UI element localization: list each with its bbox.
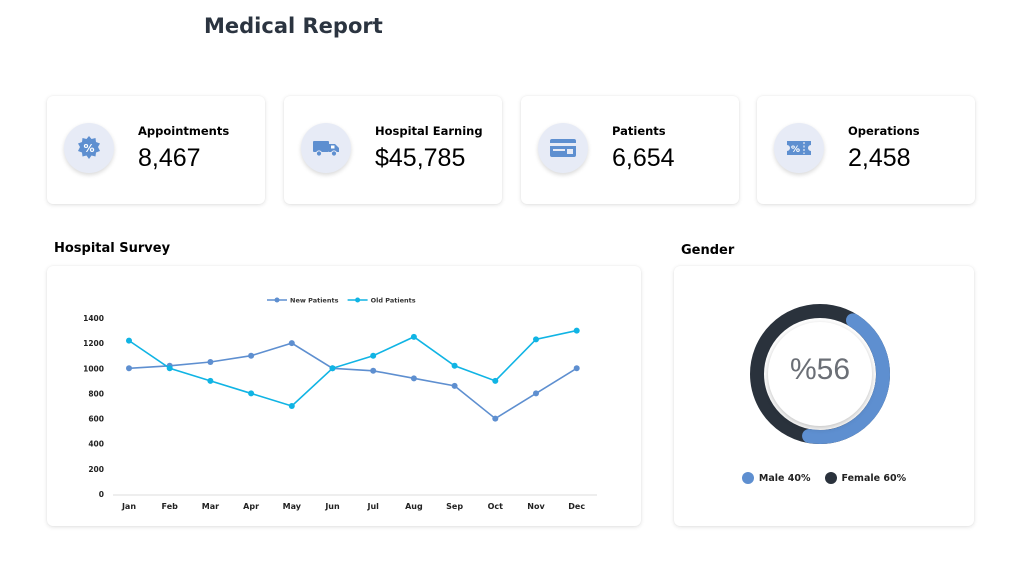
donut-inner [768, 322, 872, 426]
legend-male: Male 40% [741, 472, 811, 484]
credit-card-icon [538, 123, 588, 173]
svg-text:%: % [791, 145, 800, 155]
y-tick-label: 400 [88, 440, 104, 449]
x-tick-label: Aug [405, 502, 423, 511]
series-line [128, 342, 578, 420]
legend-swatch-dot [355, 297, 361, 303]
stat-label: Appointments [138, 124, 230, 138]
ticket-percent-icon: % [774, 123, 824, 173]
legend-label: Old Patients [371, 297, 416, 305]
x-tick-label: Dec [568, 502, 585, 511]
data-point [329, 365, 336, 372]
svg-text:%: % [83, 142, 94, 155]
data-point [451, 362, 458, 369]
gender-card: %56 Male 40% Female 60% [674, 266, 974, 526]
data-point [451, 382, 458, 389]
stat-card-appointments[interactable]: % Appointments 8,467 [47, 96, 265, 204]
legend-male-label: Male 40% [758, 472, 811, 484]
stat-card-operations[interactable]: % Operations 2,458 [757, 96, 975, 204]
stat-value: $45,785 [375, 144, 466, 172]
data-point [248, 390, 255, 397]
y-tick-label: 600 [88, 415, 104, 424]
stat-value: 2,458 [848, 144, 911, 172]
male-dot-icon [741, 472, 754, 484]
y-tick-label: 0 [99, 490, 104, 499]
y-tick-label: 1000 [83, 364, 104, 373]
x-tick-label: Sep [446, 502, 463, 511]
data-point [492, 377, 499, 384]
x-tick-label: Oct [488, 502, 504, 511]
data-point [207, 377, 214, 384]
stat-label: Patients [612, 124, 666, 138]
data-point [410, 333, 417, 340]
data-point [492, 415, 499, 422]
legend-female: Female 60% [824, 472, 907, 484]
y-tick-label: 800 [88, 389, 104, 398]
data-point [573, 365, 580, 372]
y-tick-label: 1200 [83, 339, 104, 348]
x-tick-label: Apr [243, 502, 259, 511]
gender-title: Gender [681, 243, 735, 258]
stat-value: 6,654 [612, 144, 675, 172]
hospital-survey-chart: 0 200 400 600 800 1000 1200 1400 Jan Feb Mar Apr May… [83, 297, 597, 511]
data-point [410, 375, 417, 382]
y-tick-label: 1400 [83, 314, 104, 323]
donut-center-text: %56 [789, 353, 851, 386]
data-point [533, 390, 539, 397]
x-tick-label: Feb [162, 502, 179, 511]
data-point [288, 340, 295, 347]
data-point [207, 359, 214, 365]
gender-legend: Male 40% Female 60% [674, 472, 974, 484]
data-point [533, 336, 539, 343]
female-dot-icon [824, 472, 837, 484]
data-point [126, 365, 132, 372]
x-tick-label: Nov [527, 502, 545, 511]
data-point [126, 337, 132, 344]
x-tick-label: Jul [366, 502, 379, 511]
truck-icon [301, 123, 351, 173]
stat-card-patients[interactable]: Patients 6,654 [521, 96, 739, 204]
series-line [128, 329, 577, 407]
hospital-survey-card: 0 200 400 600 800 1000 1200 1400 Jan Feb Mar Apr May… [47, 266, 641, 526]
data-point [370, 367, 377, 374]
stat-label: Operations [848, 124, 920, 138]
data-point [573, 327, 580, 334]
data-point [370, 352, 377, 359]
legend-swatch-dot [274, 297, 280, 303]
data-point [166, 365, 173, 372]
page-title: Medical Report [204, 14, 383, 38]
data-point [248, 352, 255, 359]
x-tick-label: May [283, 502, 302, 511]
y-tick-label: 200 [88, 465, 104, 474]
x-tick-label: Jan [121, 502, 136, 511]
stat-card-hospital-earning[interactable]: Hospital Earning $45,785 [284, 96, 502, 204]
stat-label: Hospital Earning [375, 124, 483, 138]
survey-title: Hospital Survey [54, 241, 171, 256]
gender-donut-chart [750, 304, 890, 444]
legend-female-label: Female 60% [841, 472, 907, 484]
data-point [288, 403, 295, 409]
x-tick-label: Mar [202, 502, 219, 511]
donut-male-arc [802, 313, 890, 444]
stat-value: 8,467 [138, 144, 201, 172]
legend-label: New Patients [290, 297, 339, 305]
percent-badge-icon: % [64, 123, 114, 173]
x-tick-label: Jun [324, 502, 340, 511]
